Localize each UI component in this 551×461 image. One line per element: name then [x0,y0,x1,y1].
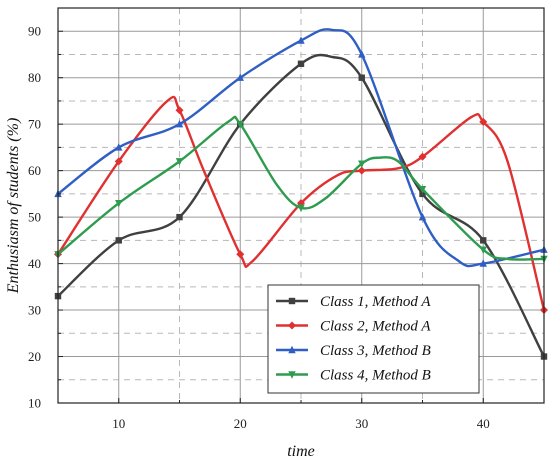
legend-label: Class 1, Method A [320,294,431,310]
y-tick-label: 70 [28,117,41,132]
y-tick-label: 20 [28,349,41,364]
data-point [358,74,365,81]
data-point [479,259,487,267]
data-point [297,60,305,67]
data-point [114,157,123,166]
y-tick-label: 80 [28,70,41,85]
data-point [297,36,305,44]
data-point [176,213,183,221]
legend-marker [288,297,296,305]
data-point [236,73,244,81]
data-point [418,152,427,161]
legend-label: Class 2, Method A [320,319,431,335]
y-tick-label: 10 [28,396,41,411]
legend-marker [288,345,296,354]
x-tick-label: 10 [112,416,125,431]
data-point [480,237,487,244]
data-point [115,199,123,208]
data-point [357,166,366,175]
legend-marker [288,321,296,330]
y-tick-label: 40 [28,256,41,271]
data-point [236,250,245,259]
legend: Class 1, Method A Class 2, Method A Class … [267,284,480,394]
data-point [175,158,184,166]
data-point [297,204,305,213]
y-tick-label: 90 [28,24,41,39]
series-lines [54,28,548,360]
data-point [175,106,184,115]
y-tick-label: 60 [28,163,41,178]
x-tick-label: 20 [234,416,247,431]
legend-label: Class 4, Method B [320,368,431,384]
data-point [115,237,122,244]
data-point [419,190,426,198]
x-tick-label: 40 [477,416,490,431]
legend-label: Class 3, Method B [320,343,431,359]
data-point [418,186,427,194]
series-line [57,115,545,261]
data-point [479,117,488,126]
x-axis-title: time [287,443,315,460]
data-point [479,246,487,254]
series-line [56,95,546,311]
y-tick-label: 50 [28,210,41,225]
axis-ticks: 10 20 30 40 10 20 30 40 50 60 70 80 90 [28,24,490,431]
y-tick-label: 30 [28,303,41,318]
x-tick-label: 30 [355,416,368,431]
data-point [175,119,184,128]
y-axis-title: Enthusiasm of students (%) [5,118,22,295]
series-line [57,28,545,268]
data-point [358,160,366,168]
series-line [57,53,546,358]
data-point [358,50,366,58]
legend-marker [288,371,296,379]
data-point [236,120,244,129]
data-point [418,212,427,221]
data-point [115,143,123,151]
series-3 [54,28,548,268]
